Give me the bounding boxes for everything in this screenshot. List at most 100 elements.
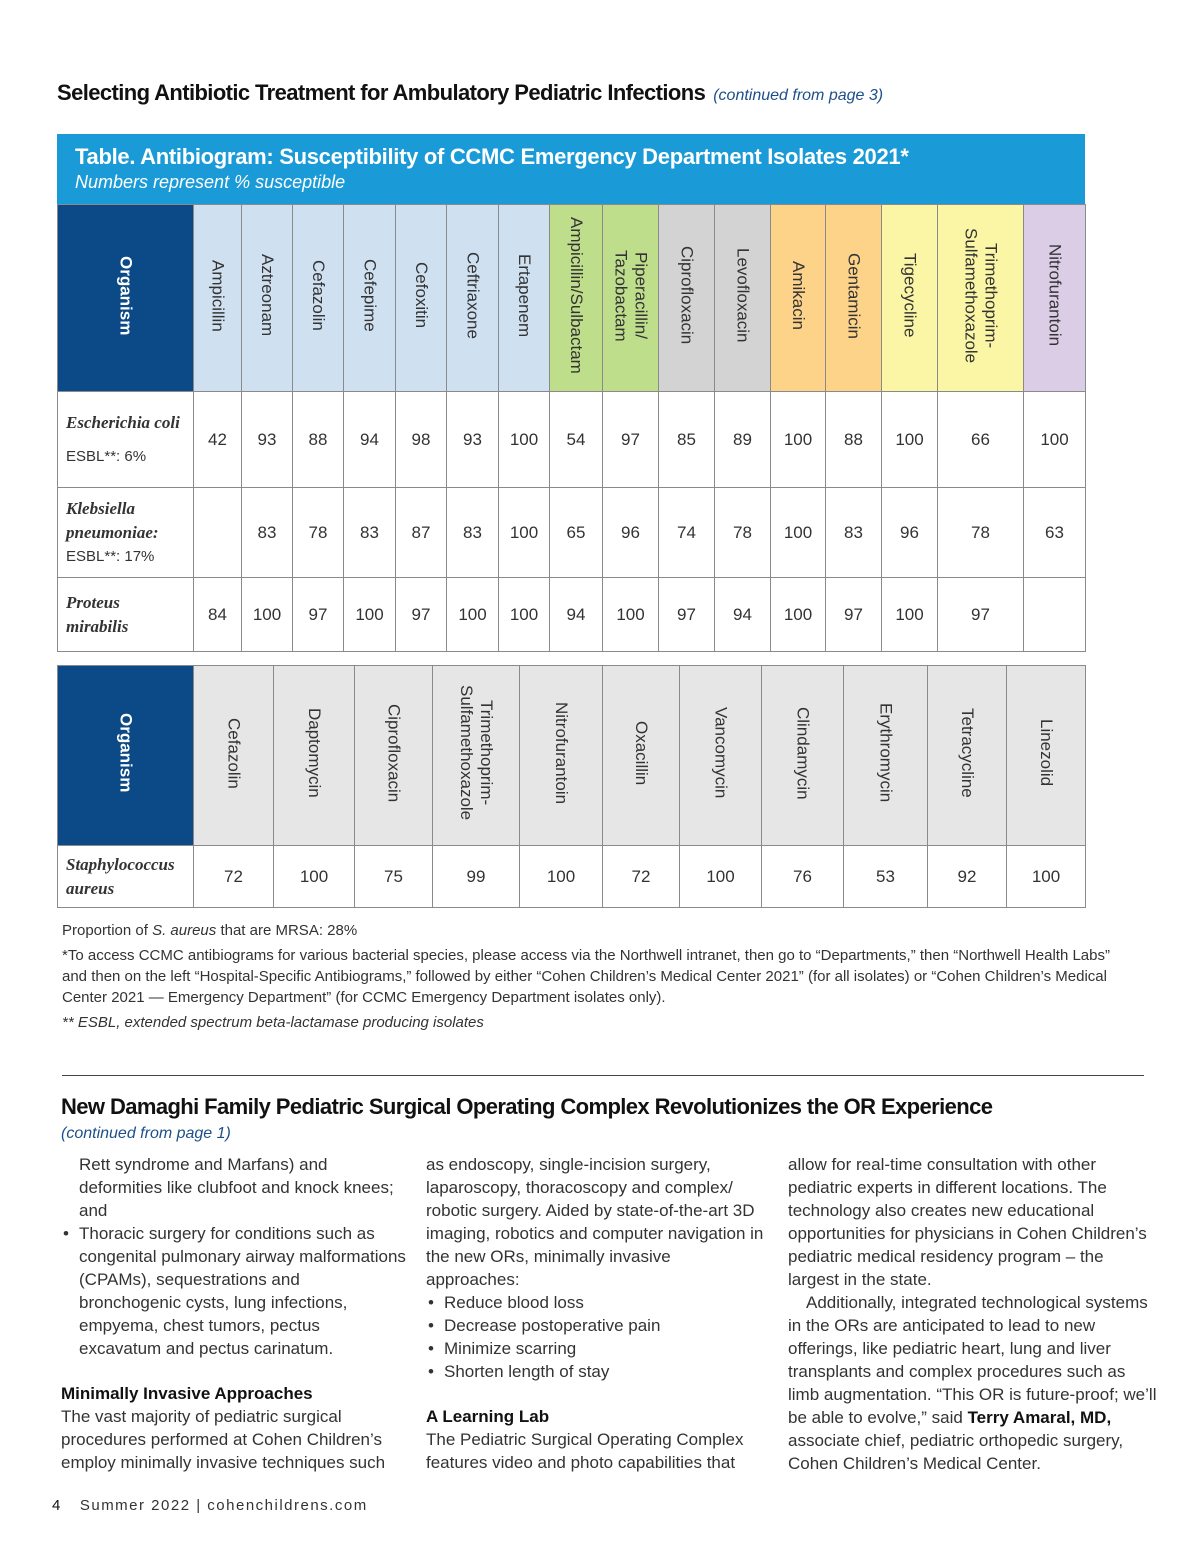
susceptibility-cell: 75: [354, 845, 433, 908]
susceptibility-cell: 100: [881, 577, 938, 652]
table-caption: Table. Antibiogram: Susceptibility of CC…: [57, 134, 1085, 204]
susceptibility-cell: 72: [602, 845, 680, 908]
antibiotic-label: Tetracycline: [958, 708, 977, 798]
susceptibility-cell: 100: [273, 845, 355, 908]
mrsa-species: S. aureus: [152, 922, 217, 939]
article-column-1: Rett syndrome and Marfans) and deformiti…: [61, 1153, 406, 1474]
gram-positive-table: Organism Cefazolin Daptomycin Ciprofloxacin…: [57, 665, 1086, 908]
table-row: Escherichia coli ESBL**: 6% 42 93 88 94 98 93 10…: [57, 391, 1086, 488]
susceptibility-cell: 96: [881, 487, 938, 578]
susceptibility-cell: 98: [395, 391, 447, 488]
susceptibility-cell: 97: [937, 577, 1024, 652]
antibiotic-header: Piperacillin/Tazobactam: [602, 204, 659, 392]
antibiotic-header: Tetracycline: [927, 665, 1007, 846]
susceptibility-cell: 66: [937, 391, 1024, 488]
col1-paragraph: The vast majority of pediatric surgical …: [61, 1407, 386, 1472]
organism-cell: Staphylococcus aureus: [57, 845, 194, 908]
header-row: Organism Ampicillin Aztreonam Cefazolin Cefe…: [57, 204, 1086, 392]
col3-paragraph-2: Additionally, integrated technological s…: [788, 1291, 1158, 1475]
organism-name: Escherichia coli: [66, 412, 180, 432]
antibiotic-label: Linezolid: [1037, 719, 1056, 787]
antibiotic-label: Piperacillin/Tazobactam: [611, 249, 651, 342]
table-title: Table. Antibiogram: Susceptibility of CC…: [75, 144, 909, 169]
antibiotic-header: Nitrofurantoin: [519, 665, 603, 846]
susceptibility-cell: 88: [825, 391, 882, 488]
col3-text-a: Additionally, integrated technological s…: [788, 1293, 1157, 1427]
susceptibility-cell: 100: [770, 391, 826, 488]
susceptibility-cell: 100: [519, 845, 603, 908]
susceptibility-cell: 84: [193, 577, 242, 652]
mrsa-suffix: that are MRSA: 28%: [216, 922, 358, 939]
antibiotic-header: Nitrofurantoin: [1023, 204, 1086, 392]
susceptibility-cell: 63: [1023, 487, 1086, 578]
antibiotic-label: Cefepime: [360, 259, 380, 332]
antibiotic-label: Erythromycin: [876, 703, 896, 803]
antibiotic-label: Ciprofloxacin: [384, 703, 404, 803]
article-column-2: as endoscopy, single-incision surgery, l…: [426, 1153, 766, 1474]
antibiotic-header: Erythromycin: [843, 665, 928, 846]
antibiotic-label: Tigecycline: [900, 253, 920, 338]
title-text: Selecting Antibiotic Treatment for Ambul…: [57, 80, 706, 105]
susceptibility-cell: 42: [193, 391, 242, 488]
susceptibility-cell: 85: [658, 391, 715, 488]
continued-note: (continued from page 3): [713, 87, 884, 104]
antibiotic-header: Ertapenem: [498, 204, 550, 392]
antibiotic-label: Nitrofurantoin: [552, 701, 571, 805]
susceptibility-cell: 72: [193, 845, 274, 908]
col2-paragraph-2: The Pediatric Surgical Operating Complex…: [426, 1430, 744, 1472]
quoted-person: Terry Amaral, MD,: [967, 1408, 1112, 1427]
susceptibility-cell: 100: [498, 487, 550, 578]
table-notes: Proportion of S. aureus that are MRSA: 2…: [62, 920, 1122, 1037]
susceptibility-cell: 100: [343, 577, 396, 652]
susceptibility-cell: 100: [770, 577, 826, 652]
susceptibility-cell: 83: [343, 487, 396, 578]
susceptibility-cell: 100: [602, 577, 659, 652]
organism-name: Klebsiella pneumoniae:: [66, 498, 159, 542]
antibiotic-label: Daptomycin: [305, 708, 324, 798]
antibiotic-header: Gentamicin: [825, 204, 882, 392]
susceptibility-cell: 100: [881, 391, 938, 488]
susceptibility-cell: 100: [770, 487, 826, 578]
antibiotic-label: Cefoxitin: [412, 262, 431, 329]
col3-paragraph-1: allow for real-time consultation with ot…: [788, 1155, 1147, 1289]
susceptibility-cell: 94: [714, 577, 771, 652]
susceptibility-cell: 100: [446, 577, 499, 652]
antibiotic-header: Ceftriaxone: [446, 204, 499, 392]
article-continued: (continued from page 1): [61, 1125, 231, 1142]
antibiotic-label: Aztreonam: [258, 254, 277, 337]
susceptibility-cell: 97: [658, 577, 715, 652]
antibiotic-header: Trimethoprim- Sulfamethoxazole: [937, 204, 1024, 392]
gram-negative-table: Organism Ampicillin Aztreonam Cefazolin Cefe…: [57, 204, 1086, 652]
antibiotic-label: Ampicillin: [208, 259, 228, 332]
table-subtitle: Numbers represent % susceptible: [75, 172, 346, 192]
organism-name: Staphylococcus aureus: [66, 854, 175, 898]
antibiotic-label: Vancomycin: [711, 707, 731, 799]
table-row: Klebsiella pneumoniae: ESBL**: 17% 83 78 83 8…: [57, 487, 1086, 578]
page-footer: 4 Summer 2022 | cohenchildrens.com: [52, 1497, 368, 1514]
susceptibility-cell: 94: [549, 577, 603, 652]
table-row: Staphylococcus aureus 72 100 75 99 100 72 100 76…: [57, 845, 1086, 908]
antibiotic-label: Ampicillin/Sulbactam: [567, 217, 586, 374]
antibiotic-header: Amikacin: [770, 204, 826, 392]
susceptibility-cell: 97: [292, 577, 344, 652]
antibiotic-label: Trimethoprim- Sulfamethoxazole: [961, 227, 1001, 364]
antibiotic-label: Gentamicin: [844, 252, 864, 339]
issue-info: Summer 2022 | cohenchildrens.com: [79, 1497, 368, 1514]
susceptibility-cell: 97: [602, 391, 659, 488]
antibiotic-header: Ciprofloxacin: [354, 665, 433, 846]
antibiotic-header: Oxacillin: [602, 665, 680, 846]
esbl-rate: ESBL**: 6%: [66, 447, 147, 465]
susceptibility-cell: 94: [343, 391, 396, 488]
col2-paragraph: as endoscopy, single-incision surgery, l…: [426, 1155, 764, 1289]
susceptibility-cell: 100: [498, 577, 550, 652]
susceptibility-cell: 100: [1023, 391, 1086, 488]
access-note: *To access CCMC antibiograms for various…: [62, 947, 1110, 1006]
col2-bullet: Decrease postoperative pain: [426, 1314, 766, 1337]
organism-name: Proteus mirabilis: [66, 592, 129, 636]
col2-bullet: Shorten length of stay: [426, 1360, 766, 1383]
col1-lead: Rett syndrome and Marfans) and deformiti…: [79, 1155, 394, 1220]
antibiotic-header: Trimethoprim- Sulfamethoxazole: [432, 665, 520, 846]
antibiotic-label: Cefazolin: [309, 260, 328, 331]
mrsa-prefix: Proportion of: [62, 922, 153, 939]
susceptibility-cell: 100: [679, 845, 762, 908]
